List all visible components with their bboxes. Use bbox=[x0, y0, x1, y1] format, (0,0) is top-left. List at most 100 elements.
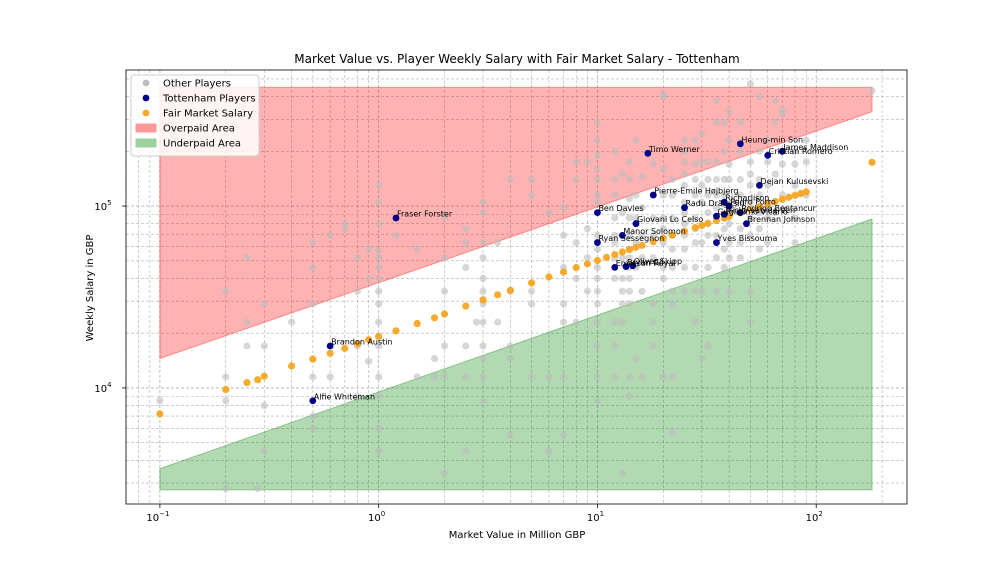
fair-salary-point bbox=[375, 332, 383, 341]
other-player-point bbox=[680, 170, 689, 178]
fair-salary-point bbox=[602, 253, 611, 262]
plot-frame bbox=[125, 69, 908, 505]
tottenham-player-point bbox=[720, 198, 728, 206]
tottenham-player-point bbox=[622, 263, 630, 270]
other-player-point bbox=[618, 170, 626, 178]
fair-salary-point bbox=[440, 310, 449, 318]
other-player-point bbox=[375, 318, 383, 326]
fair-salary-point bbox=[326, 349, 334, 357]
other-player-point bbox=[375, 181, 383, 189]
x-tick-exponent: 1 bbox=[600, 510, 604, 518]
other-player-point bbox=[746, 158, 754, 166]
other-player-point bbox=[593, 191, 602, 199]
other-player-point bbox=[625, 214, 634, 222]
other-player-point bbox=[593, 287, 602, 295]
x-tick-exponent: 2 bbox=[818, 510, 822, 518]
other-player-point bbox=[625, 175, 634, 184]
other-player-point bbox=[764, 181, 772, 189]
tottenham-player-point bbox=[764, 151, 772, 159]
player-label: Alfie Whiteman bbox=[314, 392, 375, 401]
player-label: Micky van de Ven bbox=[725, 206, 795, 215]
player-label: Manor Solomon bbox=[623, 227, 685, 236]
other-player-point bbox=[698, 238, 706, 247]
other-player-point bbox=[659, 373, 667, 381]
other-player-point bbox=[413, 245, 421, 253]
player-label: Bryan Gil bbox=[627, 258, 664, 267]
other-player-point bbox=[720, 263, 728, 271]
other-player-point bbox=[704, 209, 712, 217]
other-player-point bbox=[479, 274, 487, 283]
fair-salary-point bbox=[771, 197, 779, 206]
player-label: Guglielmo Vicario bbox=[717, 208, 788, 217]
other-player-point bbox=[668, 300, 676, 308]
tottenham-player-point bbox=[713, 212, 720, 220]
other-player-point bbox=[618, 300, 626, 308]
other-player-point bbox=[712, 231, 721, 239]
fair-salary-point bbox=[353, 340, 362, 348]
other-player-point bbox=[712, 97, 721, 105]
other-player-point bbox=[698, 287, 706, 295]
other-player-point bbox=[736, 238, 744, 247]
other-player-point bbox=[353, 254, 362, 262]
x-tick-exponent: 0 bbox=[381, 510, 385, 518]
other-player-point bbox=[680, 147, 689, 155]
other-player-point bbox=[288, 318, 296, 326]
other-player-point bbox=[638, 173, 646, 181]
other-player-point bbox=[375, 246, 383, 255]
other-player-point bbox=[736, 191, 744, 199]
other-player-point bbox=[593, 118, 602, 126]
tottenham-player-point bbox=[611, 263, 619, 271]
other-player-point bbox=[778, 160, 786, 168]
legend-patch bbox=[135, 138, 157, 148]
y-axis-label: Weekly Salary in GBP bbox=[85, 235, 96, 342]
other-player-point bbox=[625, 231, 634, 239]
fair-salary-point bbox=[583, 260, 592, 268]
other-player-point bbox=[611, 318, 619, 326]
other-player-point bbox=[559, 318, 568, 326]
other-player-point bbox=[725, 136, 733, 144]
other-player-point bbox=[527, 287, 536, 295]
other-player-point bbox=[632, 136, 640, 144]
other-player-point bbox=[638, 204, 646, 212]
other-player-point bbox=[725, 287, 733, 295]
other-player-point bbox=[712, 254, 721, 262]
other-player-point bbox=[375, 424, 383, 432]
tottenham-player-point bbox=[713, 239, 720, 246]
other-player-point bbox=[791, 214, 799, 222]
other-player-point bbox=[479, 318, 487, 326]
other-player-point bbox=[704, 158, 712, 166]
fair-salary-point bbox=[559, 268, 568, 276]
legend-marker bbox=[142, 94, 150, 102]
other-player-point bbox=[691, 191, 699, 199]
tottenham-player-point bbox=[594, 209, 601, 217]
fair-salary-point bbox=[462, 302, 470, 310]
other-player-point bbox=[440, 254, 449, 262]
other-player-point bbox=[462, 342, 470, 350]
player-label: Brennan Johnson bbox=[747, 215, 815, 224]
fair-salary-point bbox=[309, 355, 317, 363]
other-player-point bbox=[691, 318, 699, 326]
fair-salary-point bbox=[649, 237, 657, 246]
other-player-point bbox=[755, 92, 764, 101]
other-player-point bbox=[746, 231, 754, 239]
other-player-point bbox=[680, 287, 689, 295]
other-player-point bbox=[572, 274, 580, 283]
other-player-point bbox=[755, 225, 764, 233]
other-player-point bbox=[625, 392, 634, 400]
player-label: Radu Drăgușin bbox=[685, 199, 744, 209]
player-label: Pierre-Emile Højbjerg bbox=[654, 187, 738, 196]
other-player-point bbox=[764, 136, 772, 144]
other-player-point bbox=[791, 147, 799, 155]
fair-salary-point bbox=[797, 189, 805, 198]
other-player-point bbox=[222, 484, 230, 493]
other-player-point bbox=[691, 136, 699, 144]
other-player-point bbox=[764, 238, 772, 247]
other-player-point bbox=[593, 151, 602, 159]
other-player-point bbox=[559, 373, 568, 381]
legend-label: Underpaid Area bbox=[163, 139, 241, 150]
y-tick-exponent: 4 bbox=[107, 381, 112, 389]
other-player-point bbox=[260, 447, 268, 455]
other-player-point bbox=[309, 424, 317, 432]
tottenham-players-series bbox=[309, 140, 786, 405]
